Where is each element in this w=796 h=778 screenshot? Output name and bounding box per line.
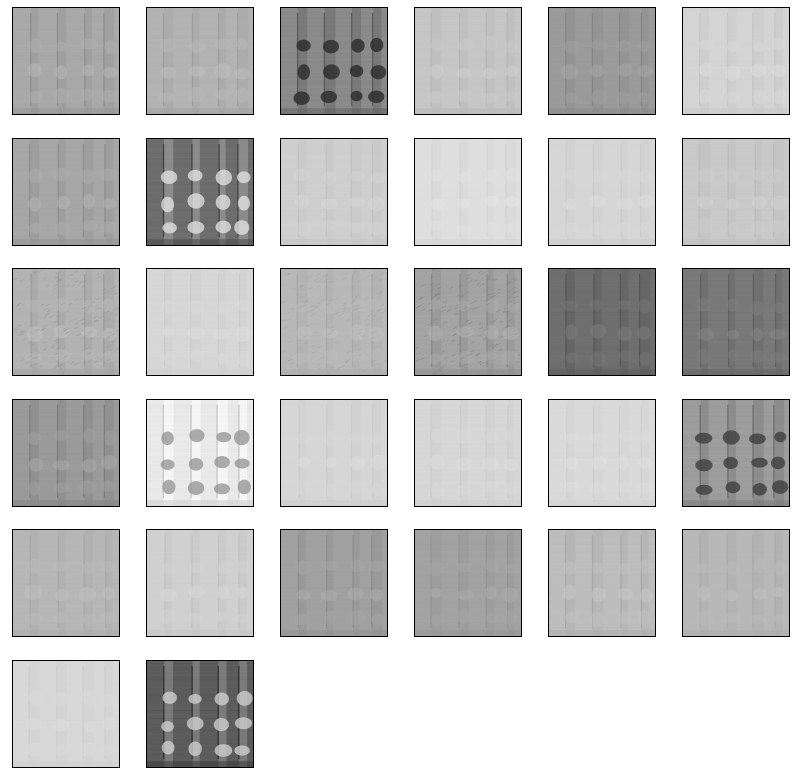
feature-map-17 <box>548 268 656 376</box>
spectrogram-image <box>549 530 655 636</box>
spectrogram-image <box>13 400 119 506</box>
spectrogram-image <box>549 400 655 506</box>
feature-map-12 <box>682 138 790 246</box>
feature-map-9 <box>280 138 388 246</box>
feature-map-15 <box>280 268 388 376</box>
feature-map-22 <box>414 399 522 507</box>
feature-map-29 <box>548 529 656 637</box>
spectrogram-image <box>281 269 387 375</box>
feature-map-1 <box>12 7 120 115</box>
feature-map-3 <box>280 7 388 115</box>
spectrogram-image <box>415 530 521 636</box>
spectrogram-image <box>281 400 387 506</box>
feature-map-20 <box>146 399 254 507</box>
spectrogram-image <box>415 139 521 245</box>
spectrogram-image <box>13 139 119 245</box>
feature-map-16 <box>414 268 522 376</box>
spectrogram-image <box>13 269 119 375</box>
spectrogram-image <box>13 661 119 767</box>
feature-map-21 <box>280 399 388 507</box>
spectrogram-image <box>147 400 253 506</box>
feature-map-7 <box>12 138 120 246</box>
feature-map-26 <box>146 529 254 637</box>
feature-map-28 <box>414 529 522 637</box>
spectrogram-image <box>147 269 253 375</box>
spectrogram-image <box>549 139 655 245</box>
spectrogram-image <box>147 8 253 114</box>
feature-map-25 <box>12 529 120 637</box>
spectrogram-image <box>549 269 655 375</box>
spectrogram-image <box>13 530 119 636</box>
spectrogram-image <box>683 8 789 114</box>
feature-map-32 <box>146 660 254 768</box>
feature-map-30 <box>682 529 790 637</box>
spectrogram-image <box>281 139 387 245</box>
feature-map-11 <box>548 138 656 246</box>
spectrogram-image <box>415 8 521 114</box>
spectrogram-image <box>281 530 387 636</box>
spectrogram-image <box>415 400 521 506</box>
feature-map-23 <box>548 399 656 507</box>
spectrogram-image <box>415 269 521 375</box>
feature-map-24 <box>682 399 790 507</box>
spectrogram-image <box>147 139 253 245</box>
spectrogram-image <box>147 530 253 636</box>
spectrogram-image <box>683 400 789 506</box>
spectrogram-image <box>683 269 789 375</box>
feature-map-31 <box>12 660 120 768</box>
feature-map-8 <box>146 138 254 246</box>
feature-map-14 <box>146 268 254 376</box>
feature-map-2 <box>146 7 254 115</box>
spectrogram-image <box>683 139 789 245</box>
spectrogram-image <box>549 8 655 114</box>
spectrogram-image <box>13 8 119 114</box>
feature-map-4 <box>414 7 522 115</box>
feature-map-19 <box>12 399 120 507</box>
feature-map-27 <box>280 529 388 637</box>
feature-map-18 <box>682 268 790 376</box>
spectrogram-image <box>147 661 253 767</box>
feature-map-10 <box>414 138 522 246</box>
feature-map-13 <box>12 268 120 376</box>
feature-map-5 <box>548 7 656 115</box>
feature-map-6 <box>682 7 790 115</box>
spectrogram-image <box>683 530 789 636</box>
spectrogram-image <box>281 8 387 114</box>
